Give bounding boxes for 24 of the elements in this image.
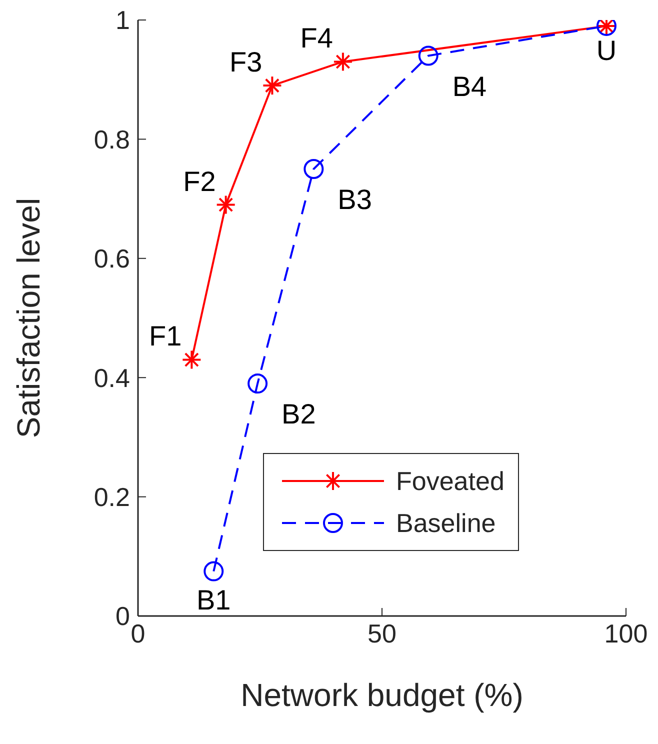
- y-tick-label: 1: [116, 5, 130, 36]
- y-axis-title: Satisfaction level: [10, 198, 46, 438]
- annotation: B4: [452, 70, 487, 102]
- x-axis-title: Network budget (%): [240, 677, 524, 713]
- annotation: U: [596, 34, 617, 66]
- annotation: F3: [230, 46, 262, 78]
- annotation: F2: [183, 166, 216, 197]
- x-tick-label: 100: [604, 618, 648, 648]
- annotation: B3: [338, 184, 372, 215]
- y-tick-label: 0.6: [94, 244, 130, 274]
- point: [304, 159, 324, 179]
- annotation: F4: [300, 22, 333, 54]
- y-tick-label: 0.8: [94, 124, 130, 154]
- annotation: F1: [148, 320, 182, 352]
- point: [248, 374, 268, 394]
- legend-label: Foveated: [396, 466, 504, 496]
- annotation: B2: [282, 398, 316, 430]
- annotation: B1: [196, 584, 231, 616]
- y-tick-label: 0.2: [94, 482, 130, 512]
- y-tick-label: 0.4: [94, 362, 130, 393]
- point: [204, 561, 224, 582]
- legend-label: Baseline: [396, 508, 496, 538]
- x-tick-label: 50: [368, 618, 396, 648]
- point: [418, 46, 438, 66]
